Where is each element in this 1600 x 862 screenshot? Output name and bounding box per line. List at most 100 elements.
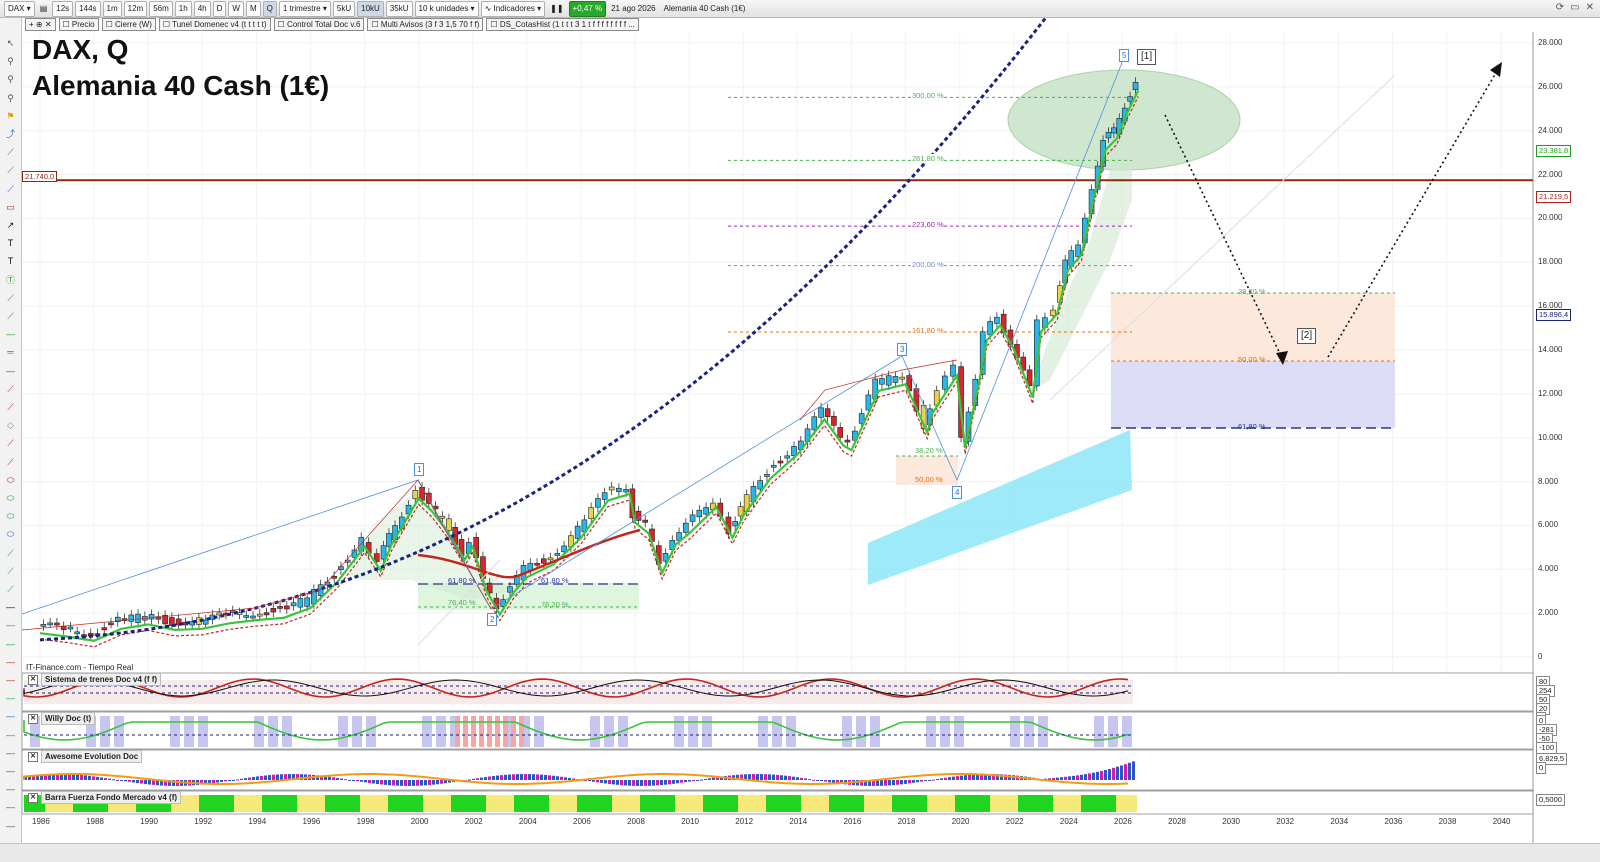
fib-icon[interactable]: ⟋ [7, 565, 14, 576]
interval-12s[interactable]: 12s [52, 0, 74, 17]
unit-35ku[interactable]: 35kU [385, 0, 413, 17]
fib-icon[interactable]: ⟋ [7, 456, 14, 467]
close-panel-icon[interactable]: ✕ [28, 674, 38, 685]
interval-56m[interactable]: 56m [149, 0, 173, 17]
note-icon[interactable]: Ⓣ [5, 274, 15, 285]
close-icon[interactable]: ✕ [1585, 2, 1594, 13]
arrow-tool-icon[interactable]: ⤴ [5, 129, 15, 139]
close-panel-icon[interactable]: ✕ [28, 713, 38, 724]
resistance-level-tag: 21.740,0 [22, 171, 58, 182]
level-icon[interactable]: — [6, 711, 15, 722]
bottom-scrollbar[interactable] [0, 843, 1600, 862]
candle-body [689, 514, 696, 522]
level-icon[interactable]: — [6, 675, 15, 685]
close-panel-icon[interactable]: ✕ [28, 751, 38, 762]
hline-icon[interactable]: — [6, 329, 15, 340]
indicator-chip-6[interactable]: ☐ DS_CotasHist (1 t t t 3 1 t f f f f f … [486, 18, 639, 31]
wave-label-major[interactable]: [2] [1297, 328, 1317, 344]
level-icon[interactable]: — [6, 802, 15, 813]
fib-icon[interactable]: ⟋ [7, 584, 14, 594]
level-icon[interactable]: — [6, 620, 15, 631]
level-icon[interactable]: — [6, 602, 15, 613]
awesome-bar [268, 775, 271, 780]
wave-label[interactable]: 2 [487, 613, 498, 626]
text-icon[interactable]: T [7, 238, 14, 249]
minimize-icon[interactable]: ▭ [1570, 2, 1580, 13]
ellipse-icon[interactable]: ⬭ [6, 474, 15, 485]
unit-10ku[interactable]: 10kU [357, 0, 384, 17]
wave-label[interactable]: 5 [1119, 49, 1130, 62]
interval-w[interactable]: W [228, 0, 244, 17]
zoom-in-icon[interactable]: ⚲ [7, 74, 14, 85]
pause-icon[interactable]: ❚❚ [550, 3, 564, 13]
refresh-icon[interactable]: ⟳ [1555, 2, 1565, 13]
ellipse-icon[interactable]: ⬭ [6, 511, 15, 522]
awesome-bar [1072, 775, 1075, 780]
panel-title[interactable]: Barra Fuerza Fondo Mercado v4 (f) [41, 791, 182, 804]
fib-icon[interactable]: ⟋ [7, 547, 14, 558]
level-icon[interactable]: — [6, 638, 15, 649]
awesome-bar [864, 780, 867, 786]
close-panel-icon[interactable]: ✕ [28, 792, 38, 803]
fan-icon[interactable]: ⟋ [7, 402, 14, 412]
ellipse-icon[interactable]: ⬭ [6, 529, 15, 540]
level-icon[interactable]: — [6, 729, 15, 740]
wave-label[interactable]: 1 [414, 463, 425, 476]
awesome-bar [780, 775, 783, 780]
level-icon[interactable]: — [6, 784, 15, 795]
add-indicator-icon[interactable]: + ⊕ ✕ [25, 18, 56, 31]
indicators-button[interactable]: ∿ Indicadores ▾ [480, 0, 546, 17]
interval-d[interactable]: D [212, 0, 227, 17]
line-icon[interactable]: ⟋ [7, 292, 14, 303]
panel-title[interactable]: Willy Doc (t) [41, 712, 96, 725]
zoom-icon[interactable]: ⚲ [7, 56, 14, 67]
pointer-icon[interactable]: ↖ [6, 38, 15, 48]
level-icon[interactable]: — [6, 747, 15, 758]
rectangle-icon[interactable]: ▭ [6, 201, 15, 212]
flag-icon[interactable]: ⚑ [6, 110, 15, 121]
interval-1m[interactable]: 1m [102, 0, 122, 17]
indicator-chip-5[interactable]: ☐ Multi Avisos (3 f 3 1,5 70 f f) [367, 18, 484, 31]
level-icon[interactable]: — [6, 656, 15, 667]
price-axis-tick: 20.000 [1538, 213, 1563, 223]
symbol-select[interactable]: DAX ▾ [4, 0, 35, 17]
willy-bar [422, 716, 432, 747]
calendar-icon[interactable]: ▤ [39, 3, 48, 13]
arrow-icon[interactable]: ↗ [6, 220, 15, 230]
level-icon[interactable]: — [6, 693, 15, 704]
line-icon[interactable]: ⟋ [7, 311, 14, 321]
unit-select[interactable]: 10 k unidades ▾ [414, 0, 479, 17]
interval-1h[interactable]: 1h [174, 0, 192, 17]
unit-5ku[interactable]: 5kU [332, 0, 356, 17]
double-line-icon[interactable]: ═ [7, 347, 14, 358]
level-icon[interactable]: — [6, 766, 15, 776]
panel-title[interactable]: Awesome Evolution Doc [41, 750, 143, 763]
panel-title[interactable]: Sistema de trenes Doc v4 (f f) [41, 673, 162, 686]
period-select[interactable]: 1 trimestre ▾ [278, 0, 331, 17]
ellipse-icon[interactable]: ⬭ [6, 493, 15, 503]
interval-144s[interactable]: 144s [75, 0, 101, 17]
wave-label[interactable]: 3 [897, 343, 908, 356]
pitchfork-icon[interactable]: ◇ [7, 420, 14, 431]
ray-icon[interactable]: ⟋ [7, 165, 14, 176]
interval-m[interactable]: M [245, 0, 261, 17]
interval-q[interactable]: Q [262, 0, 277, 17]
trendline-icon[interactable]: ⟋ [7, 147, 14, 158]
hline-icon[interactable]: — [6, 365, 15, 376]
fib-icon[interactable]: ⟋ [7, 438, 14, 449]
level-icon[interactable]: — [6, 820, 15, 831]
indicator-chip-1[interactable]: ☐ Precio [58, 18, 99, 31]
indicator-chip-4[interactable]: ☐ Control Total Doc v.6 [273, 18, 365, 31]
indicator-chip-3[interactable]: ☐ Tunel Domenec v4 (t t t t t) [158, 18, 271, 31]
wave-label-major[interactable]: [1] [1137, 49, 1157, 65]
text-box-icon[interactable]: T [7, 256, 14, 267]
channel-line [417, 559, 501, 646]
wave-label[interactable]: 4 [952, 486, 963, 499]
channel-icon[interactable]: ⟋ [7, 183, 14, 194]
interval-4h[interactable]: 4h [193, 0, 211, 17]
zoom-out-icon[interactable]: ⚲ [7, 92, 14, 103]
indicator-chip-2[interactable]: ☐ Cierre (W) [101, 18, 156, 31]
interval-12m[interactable]: 12m [123, 0, 148, 17]
fan-icon[interactable]: ⟋ [7, 383, 14, 394]
